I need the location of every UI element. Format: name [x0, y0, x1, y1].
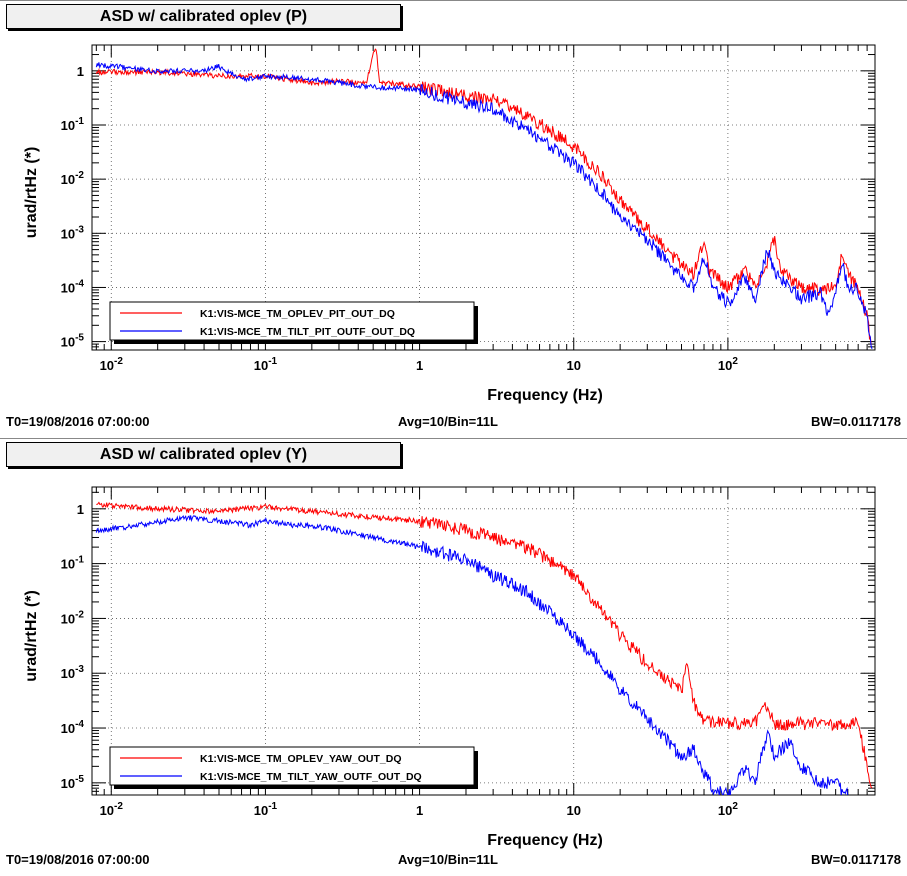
y-tick-exponent: -4	[75, 719, 84, 730]
start-time-label: T0=19/08/2016 07:00:00	[6, 414, 150, 429]
bandwidth-label: BW=0.0117178	[811, 852, 901, 867]
panel-divider	[0, 438, 907, 439]
x-axis-label: Frequency (Hz)	[487, 387, 603, 404]
y-tick-exponent: -5	[75, 774, 84, 785]
y-tick-exponent: -2	[75, 609, 84, 620]
asd-plot-yaw: 10-2 10-1 1 10 102 1 10-1 10-2 10-3 10-4 10-5 Frequ…	[23, 486, 876, 849]
y-tick-exponent: -2	[75, 170, 84, 181]
start-time-label: T0=19/08/2016 07:00:00	[6, 852, 150, 867]
x-tick-exponent: -1	[268, 356, 277, 367]
x-tick-label: 1	[416, 803, 423, 818]
plot-frame	[91, 486, 876, 796]
y-tick-label: 10-4	[61, 719, 85, 736]
bandwidth-label: BW=0.0117178	[811, 414, 901, 429]
y-tick-label: 10-3	[61, 224, 85, 241]
series-line	[95, 515, 849, 795]
y-tick-label: 10-1	[61, 555, 85, 572]
y-tick-label: 10-5	[61, 333, 85, 350]
series-line	[95, 62, 873, 350]
y-tick-label: 10-2	[61, 609, 85, 626]
y-tick-exponent: -1	[75, 116, 84, 127]
legend-entry: K1:VIS-MCE_TM_OPLEV_YAW_OUT_DQ	[200, 753, 402, 765]
y-tick-label: 10-5	[61, 774, 85, 791]
x-tick-label: 102	[718, 356, 738, 373]
y-tick-exponent: -3	[75, 664, 84, 675]
y-tick-exponent: -3	[75, 224, 84, 235]
plot-title: ASD w/ calibrated oplev (P)	[6, 4, 401, 29]
legend-entry: K1:VIS-MCE_TM_TILT_PIT_OUTF_OUT_DQ	[200, 326, 415, 338]
y-tick-label: 10-3	[61, 664, 85, 681]
y-axis-label: urad/rtHz (*)	[23, 147, 40, 239]
x-tick-exponent: 2	[732, 801, 738, 812]
x-tick-label: 10-1	[254, 356, 278, 373]
x-axis-label: Frequency (Hz)	[487, 832, 603, 849]
asd-plot-pitch: 10-2 10-1 1 10 102 1 10-1 10-2 10-3 10-4 10-5 Frequ…	[23, 44, 876, 404]
x-tick-label: 1	[416, 358, 423, 373]
grid	[92, 487, 876, 796]
series-line	[96, 501, 873, 789]
y-tick-label: 10-1	[61, 116, 85, 133]
plot-title: ASD w/ calibrated oplev (Y)	[6, 442, 401, 467]
y-tick-label: 10-2	[61, 170, 85, 187]
y-tick-label: 10-4	[61, 278, 85, 295]
x-tick-label: 10-2	[100, 801, 124, 818]
legend-box	[109, 301, 475, 341]
x-tick-label: 102	[718, 801, 738, 818]
panel-divider	[0, 0, 907, 1]
asd-panel-yaw: 10-2 10-1 1 10 102 1 10-1 10-2 10-3 10-4 10-5 Frequ…	[0, 438, 907, 876]
averaging-label: Avg=10/Bin=11L	[398, 852, 498, 867]
asd-panel-pitch: 10-2 10-1 1 10 102 1 10-1 10-2 10-3 10-4 10-5 Frequ…	[0, 0, 907, 429]
x-tick-exponent: -2	[114, 356, 123, 367]
legend-entry: K1:VIS-MCE_TM_OPLEV_PIT_OUT_DQ	[200, 308, 395, 320]
x-tick-label: 10-2	[100, 356, 124, 373]
y-axis-label: urad/rtHz (*)	[23, 590, 40, 682]
x-tick-label: 10-1	[254, 801, 278, 818]
x-tick-label: 10	[567, 358, 581, 373]
x-tick-exponent: 2	[732, 356, 738, 367]
y-tick-exponent: -1	[75, 555, 84, 566]
y-tick-exponent: -4	[75, 278, 84, 289]
x-tick-exponent: -2	[114, 801, 123, 812]
averaging-label: Avg=10/Bin=11L	[398, 414, 498, 429]
x-tick-exponent: -1	[268, 801, 277, 812]
grid	[92, 44, 876, 351]
x-tick-label: 10	[567, 803, 581, 818]
y-tick-label: 1	[77, 502, 84, 517]
y-tick-exponent: -5	[75, 333, 84, 344]
legend-box	[109, 746, 475, 786]
y-tick-label: 1	[77, 64, 84, 79]
legend-entry: K1:VIS-MCE_TM_TILT_YAW_OUTF_OUT_DQ	[200, 771, 422, 783]
